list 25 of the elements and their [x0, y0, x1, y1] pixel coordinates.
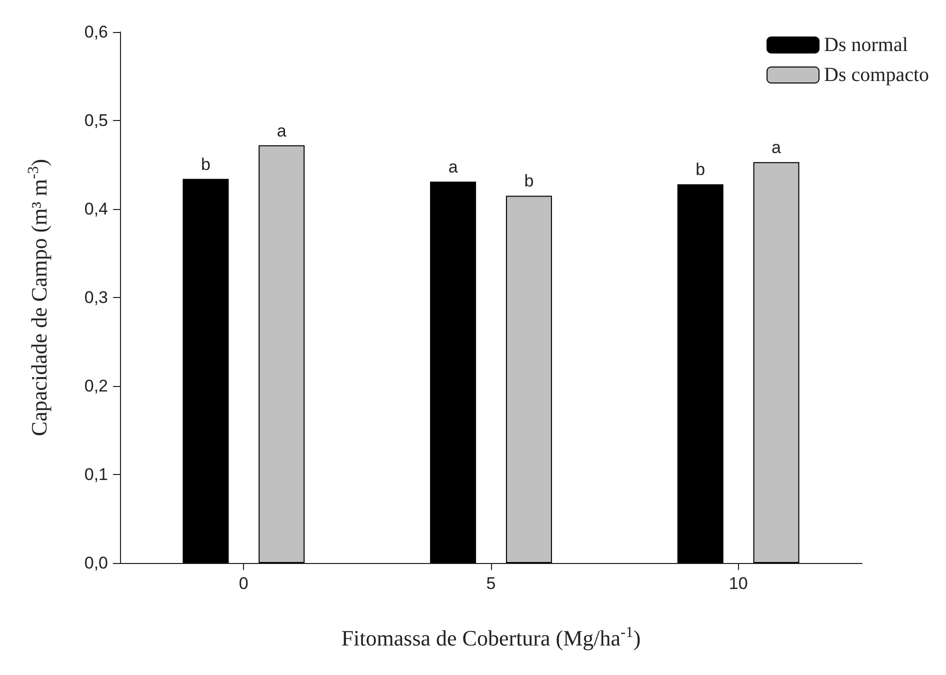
data-label: a	[448, 158, 458, 177]
bar	[430, 182, 476, 563]
data-label: b	[524, 172, 534, 191]
bar	[677, 184, 724, 563]
x-tick-label: 5	[486, 574, 496, 593]
y-axis-title: Capacidade de Campo (m³ m-3)	[25, 158, 52, 436]
data-label: b	[200, 154, 210, 174]
y-tick-label: 0,6	[84, 22, 108, 42]
data-label: b	[696, 160, 706, 180]
y-tick-label: 0,3	[84, 288, 108, 307]
bar	[753, 162, 800, 563]
x-tick-label: 10	[728, 574, 748, 593]
y-tick-label: 0,2	[84, 376, 108, 396]
legend-label: Ds compacto	[824, 64, 930, 86]
bar	[182, 178, 229, 563]
y-tick-label: 0,4	[84, 200, 108, 218]
y-tick-label: 0,0	[84, 554, 108, 572]
legend-label: Ds normal	[824, 34, 908, 56]
bar	[258, 145, 305, 563]
x-tick-label: 0	[238, 574, 248, 593]
y-tick-label: 0,5	[84, 111, 108, 130]
data-label: a	[772, 138, 782, 158]
data-label: a	[276, 121, 287, 140]
bar	[506, 196, 552, 563]
y-tick-label: 0,1	[84, 465, 108, 484]
